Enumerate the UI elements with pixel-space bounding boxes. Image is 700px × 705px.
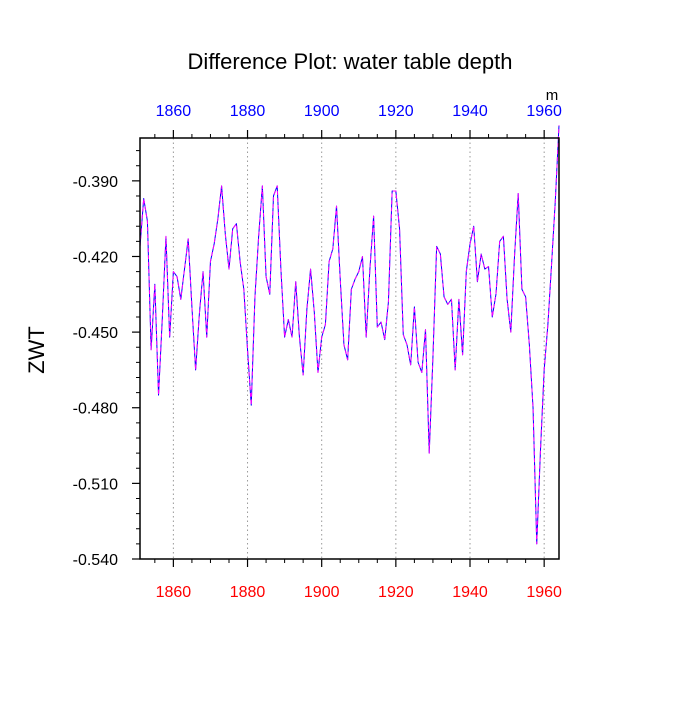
y-tick-label: -0.420 xyxy=(73,249,118,266)
y-tick-label: -0.480 xyxy=(73,401,118,418)
y-tick-label: -0.540 xyxy=(73,552,118,569)
y-tick-label: -0.390 xyxy=(73,174,118,191)
x-tick-label-top: 1960 xyxy=(526,103,562,120)
y-tick-label: -0.450 xyxy=(73,325,118,342)
y-tick-label: -0.510 xyxy=(73,476,118,493)
axis-ticks xyxy=(132,130,545,567)
axis-tick-labels: 1860 1860 1880 1880 1900 1900 1920 1920 1940 1940… xyxy=(73,103,562,601)
x-tick-label-top: 1860 xyxy=(156,103,192,120)
plot-frame xyxy=(139,137,560,560)
x-tick-label-top: 1920 xyxy=(378,103,414,120)
x-tick-label-top: 1940 xyxy=(452,103,488,120)
x-tick-label-bottom: 1860 xyxy=(156,584,192,601)
series-lines xyxy=(139,125,560,545)
x-tick-label-top: 1900 xyxy=(304,103,340,120)
x-tick-label-bottom: 1940 xyxy=(452,584,488,601)
series-line-0-dashed xyxy=(139,125,560,545)
x-tick-label-top: 1880 xyxy=(230,103,266,120)
x-tick-label-bottom: 1960 xyxy=(526,584,562,601)
x-tick-label-bottom: 1920 xyxy=(378,584,414,601)
chart-title: Difference Plot: water table depth xyxy=(188,49,513,74)
x-tick-label-bottom: 1900 xyxy=(304,584,340,601)
units-label: m xyxy=(546,87,559,104)
x-tick-label-bottom: 1880 xyxy=(230,584,266,601)
y-axis-label: ZWT xyxy=(24,326,49,374)
